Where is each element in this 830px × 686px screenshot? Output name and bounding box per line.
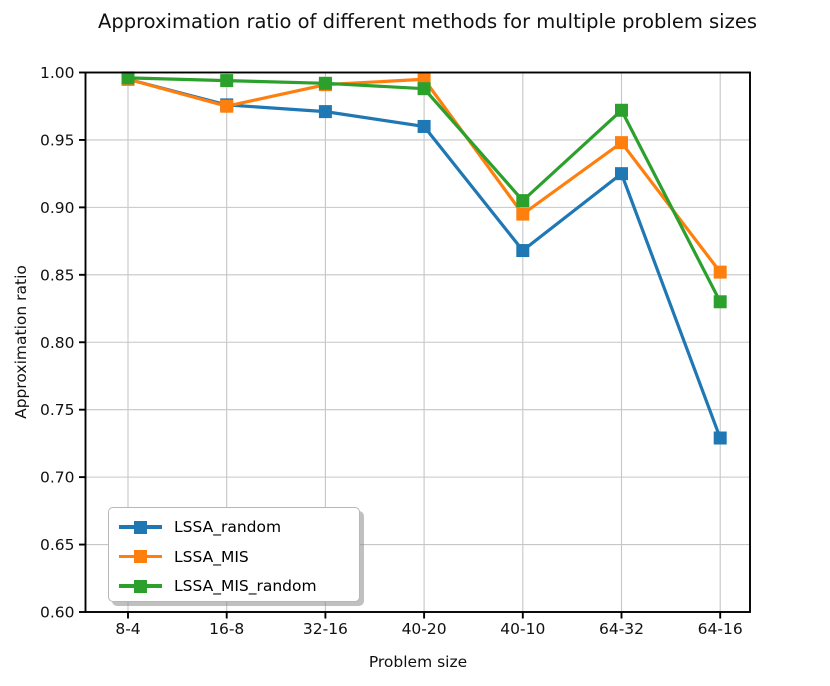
data-point-LSSA_random-40-10 xyxy=(516,244,530,258)
data-point-LSSA_MIS_random-64-32 xyxy=(615,103,628,117)
data-point-LSSA_MIS_random-16-8 xyxy=(220,74,234,88)
data-point-LSSA_random-40-20 xyxy=(417,119,431,133)
x-tick-label: 64-32 xyxy=(599,620,644,638)
legend-marker-lssa-random xyxy=(119,519,162,535)
x-axis-label: Problem size xyxy=(368,653,468,671)
legend-item-lssa-mis-random: LSSA_MIS_random xyxy=(119,572,359,601)
x-tick-label: 8-4 xyxy=(115,620,140,638)
y-tick-label: 1.00 xyxy=(40,64,75,82)
y-tick-label: 0.80 xyxy=(40,334,75,352)
legend-item-lssa-mis: LSSA_MIS xyxy=(119,542,359,571)
x-tick-label: 64-16 xyxy=(698,620,743,638)
y-tick-label: 0.85 xyxy=(40,266,75,284)
legend: LSSA_random LSSA_MIS LSSA_MIS_random xyxy=(108,507,360,602)
legend-label: LSSA_random xyxy=(174,518,282,536)
x-tick-label: 40-20 xyxy=(402,620,447,638)
y-tick-label: 0.90 xyxy=(40,199,75,217)
y-tick-label: 0.65 xyxy=(40,536,75,554)
x-tick-label: 40-10 xyxy=(500,620,545,638)
data-point-LSSA_MIS_random-40-20 xyxy=(417,82,431,96)
x-tick-label: 32-16 xyxy=(303,620,348,638)
chart-title: Approximation ratio of different methods… xyxy=(98,10,757,33)
data-point-LSSA_MIS_random-64-16 xyxy=(713,295,727,309)
legend-marker-lssa-mis-random xyxy=(119,578,162,594)
legend-square-icon xyxy=(134,579,147,593)
legend-label: LSSA_MIS xyxy=(174,547,249,566)
y-tick-label: 0.95 xyxy=(40,131,75,149)
data-point-LSSA_MIS-64-16 xyxy=(713,265,727,279)
x-tick-label: 16-8 xyxy=(209,620,244,638)
data-point-LSSA_MIS_random-40-10 xyxy=(516,194,530,208)
data-point-LSSA_MIS_random-8-4 xyxy=(121,71,135,85)
legend-square-icon xyxy=(134,550,147,563)
legend-item-lssa-random: LSSA_random xyxy=(119,513,359,542)
legend-square-icon xyxy=(134,520,147,534)
data-point-LSSA_MIS_random-32-16 xyxy=(318,76,332,90)
data-point-LSSA_random-64-32 xyxy=(615,167,628,181)
legend-label: LSSA_MIS_random xyxy=(174,577,317,595)
data-point-LSSA_random-64-16 xyxy=(713,431,727,445)
data-point-LSSA_MIS-16-8 xyxy=(220,99,234,113)
y-tick-label: 0.60 xyxy=(40,604,75,622)
y-tick-label: 0.75 xyxy=(40,401,75,419)
data-point-LSSA_MIS-64-32 xyxy=(615,136,628,150)
legend-marker-lssa-mis xyxy=(119,549,162,565)
y-tick-label: 0.70 xyxy=(40,469,75,487)
data-point-LSSA_MIS-40-10 xyxy=(516,207,530,221)
data-point-LSSA_random-32-16 xyxy=(318,105,332,119)
